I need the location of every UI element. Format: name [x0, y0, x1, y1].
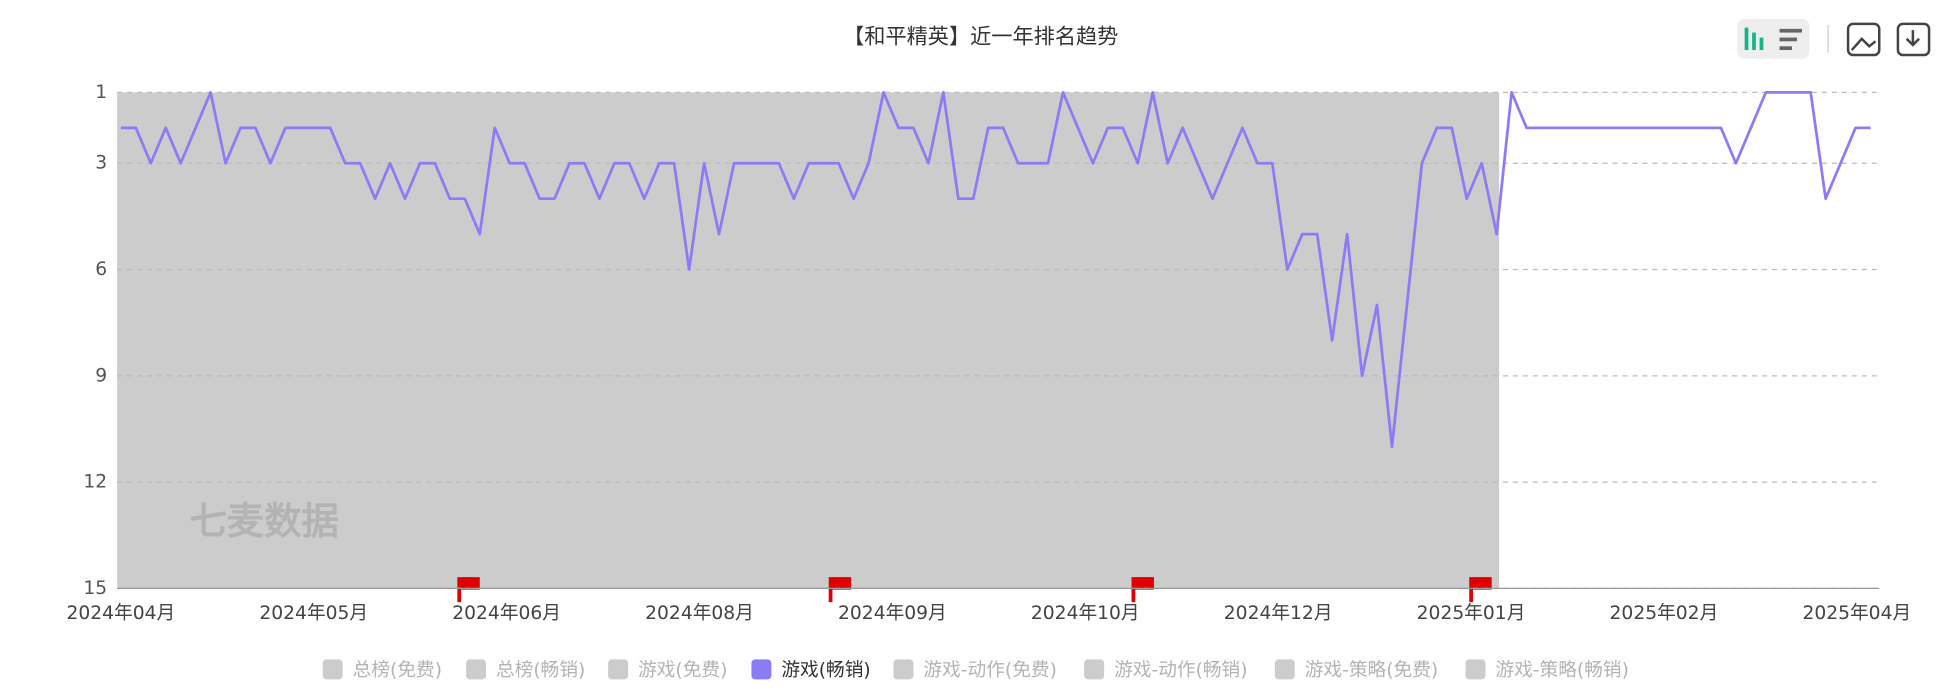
- legend-item[interactable]: 游戏-动作(畅销): [1084, 659, 1248, 681]
- legend-item[interactable]: 游戏(畅销): [751, 659, 871, 681]
- y-tick-label: 1: [95, 82, 107, 103]
- event-flag: [1469, 577, 1492, 603]
- highlight-region: [117, 92, 1500, 589]
- legend-item[interactable]: 游戏-动作(免费): [893, 659, 1057, 681]
- y-tick-label: 9: [95, 365, 107, 386]
- x-tick-label: 2024年10月: [1031, 603, 1140, 624]
- legend-swatch: [1084, 659, 1105, 680]
- icon: [1850, 37, 1877, 51]
- x-tick-label: 2024年09月: [838, 603, 947, 624]
- legend-swatch: [1274, 659, 1295, 680]
- legend-swatch: [608, 659, 629, 680]
- x-tick-label: 2024年08月: [645, 603, 754, 624]
- legend-label: 游戏(免费): [638, 660, 727, 681]
- legend-item[interactable]: 游戏-策略(免费): [1274, 659, 1438, 681]
- y-tick-label: 3: [95, 153, 107, 174]
- legend-swatch: [466, 659, 487, 680]
- x-tick-label: 2024年05月: [259, 603, 368, 624]
- x-tick-label: 2025年01月: [1417, 603, 1526, 624]
- icon: [1779, 28, 1802, 33]
- y-tick-label: 12: [83, 472, 107, 493]
- legend-swatch: [751, 659, 772, 680]
- x-tick-label: 2024年12月: [1224, 603, 1333, 624]
- watermark: 七麦数据: [189, 499, 339, 543]
- toolbar: [1737, 18, 1931, 59]
- legend-item[interactable]: 总榜(畅销): [466, 659, 585, 681]
- legend-item[interactable]: 游戏(免费): [608, 659, 727, 681]
- download-button[interactable]: [1896, 22, 1931, 57]
- legend-label: 游戏(畅销): [781, 660, 870, 681]
- legend-label: 游戏-动作(畅销): [1114, 660, 1247, 681]
- legend-item[interactable]: 游戏-策略(畅销): [1465, 659, 1629, 681]
- legend-label: 总榜(免费): [353, 660, 442, 681]
- x-tick-label: 2025年02月: [1610, 603, 1719, 624]
- icon: [1779, 37, 1797, 42]
- y-tick-label: 6: [95, 259, 107, 280]
- image-button[interactable]: [1846, 22, 1881, 57]
- legend-label: 游戏-策略(免费): [1305, 660, 1438, 681]
- icon: [1759, 37, 1764, 51]
- chart-title: 【和平精英】近一年排名趋势: [843, 24, 1118, 49]
- x-tick-label: 2024年04月: [67, 603, 176, 624]
- x-tick-label: 2025年04月: [1802, 603, 1911, 624]
- icon: [1779, 46, 1792, 51]
- legend-swatch: [1465, 659, 1486, 680]
- icon: [1744, 27, 1749, 51]
- event-flag: [828, 577, 852, 603]
- legend-label: 游戏-动作(免费): [923, 660, 1056, 681]
- legend-item[interactable]: 总榜(免费): [322, 659, 442, 681]
- series-line: [120, 91, 1871, 449]
- event-flag: [1131, 577, 1154, 603]
- y-tick-label: 15: [83, 578, 107, 599]
- legend-swatch: [893, 659, 914, 680]
- legend-label: 总榜(畅销): [496, 660, 585, 681]
- flags: [457, 577, 1492, 603]
- icon: [1905, 30, 1920, 47]
- x-tick-label: 2024年06月: [452, 603, 561, 624]
- legend-label: 游戏-策略(畅销): [1495, 660, 1628, 681]
- icon: [1752, 32, 1756, 51]
- legend-swatch: [322, 659, 343, 680]
- event-flag: [457, 577, 480, 603]
